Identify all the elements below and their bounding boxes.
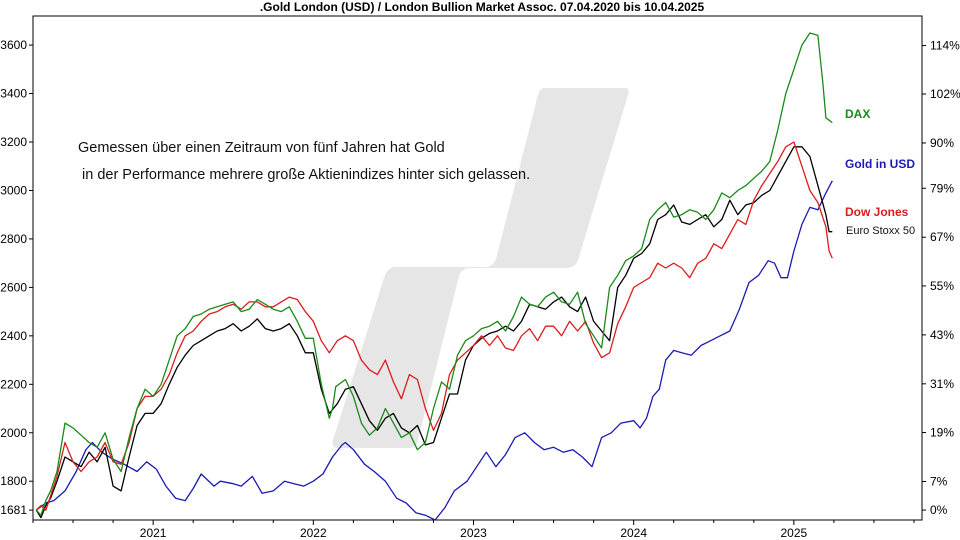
- left-tick-label: 3000: [0, 183, 27, 197]
- right-tick-label: 114%: [930, 39, 960, 53]
- x-tick-label: 2022: [300, 526, 327, 540]
- right-tick-label: 31%: [930, 377, 954, 391]
- x-axis: 2021 2022 2023 2024 2025: [32, 520, 915, 540]
- right-tick-label: 67%: [930, 230, 954, 244]
- label-gold: Gold in USD: [845, 157, 915, 171]
- watermark-logo: [332, 88, 629, 448]
- x-tick-label: 2021: [140, 526, 167, 540]
- left-tick-label: 1800: [0, 474, 27, 488]
- right-tick-label: 43%: [930, 328, 954, 342]
- x-tick-label: 2024: [620, 526, 647, 540]
- plot-frame: [32, 15, 923, 521]
- right-tick-label: 0%: [930, 503, 948, 517]
- label-dax: DAX: [845, 107, 870, 121]
- annotation-line-1: Gemessen über einen Zeitraum von fünf Ja…: [78, 140, 445, 156]
- left-tick-label: 3200: [0, 135, 27, 149]
- right-tick-label: 7%: [930, 474, 948, 488]
- x-tick-label: 2025: [781, 526, 808, 540]
- label-dow-jones: Dow Jones: [845, 205, 909, 219]
- right-tick-label: 79%: [930, 181, 954, 195]
- right-tick-label: 102%: [930, 87, 960, 101]
- annotation-line-2: in der Performance mehrere große Aktieni…: [82, 167, 530, 183]
- right-tick-label: 19%: [930, 426, 954, 440]
- left-tick-label: 2800: [0, 232, 27, 246]
- series-layer: [35, 32, 833, 521]
- right-tick-label: 55%: [930, 279, 954, 293]
- left-tick-label: 2200: [0, 377, 27, 391]
- left-tick-label: 3400: [0, 87, 27, 101]
- left-tick-label: 2000: [0, 426, 27, 440]
- left-tick-label: 2600: [0, 280, 27, 294]
- series-line-gold-in-usd: [35, 180, 833, 521]
- left-tick-label: 1681: [0, 503, 27, 517]
- right-axis: 0% 7% 19% 31% 43% 55% 67% 79% 90% 102% 114%: [922, 39, 960, 517]
- left-axis: 1681 1800 2000 2200 2400 2600 2800 3000 3200 3400…: [0, 38, 33, 517]
- left-tick-label: 2400: [0, 329, 27, 343]
- series-line-euro-stoxx-50: [35, 146, 833, 519]
- chart-title: .Gold London (USD) / London Bullion Mark…: [260, 0, 705, 14]
- series-line-dow-jones: [35, 141, 833, 511]
- series-line-dax: [35, 32, 833, 516]
- label-euro-stoxx-50: Euro Stoxx 50: [846, 225, 915, 237]
- left-tick-label: 3600: [0, 38, 27, 52]
- x-tick-label: 2023: [460, 526, 487, 540]
- right-tick-label: 90%: [930, 136, 954, 150]
- watermark-shape: [332, 88, 629, 448]
